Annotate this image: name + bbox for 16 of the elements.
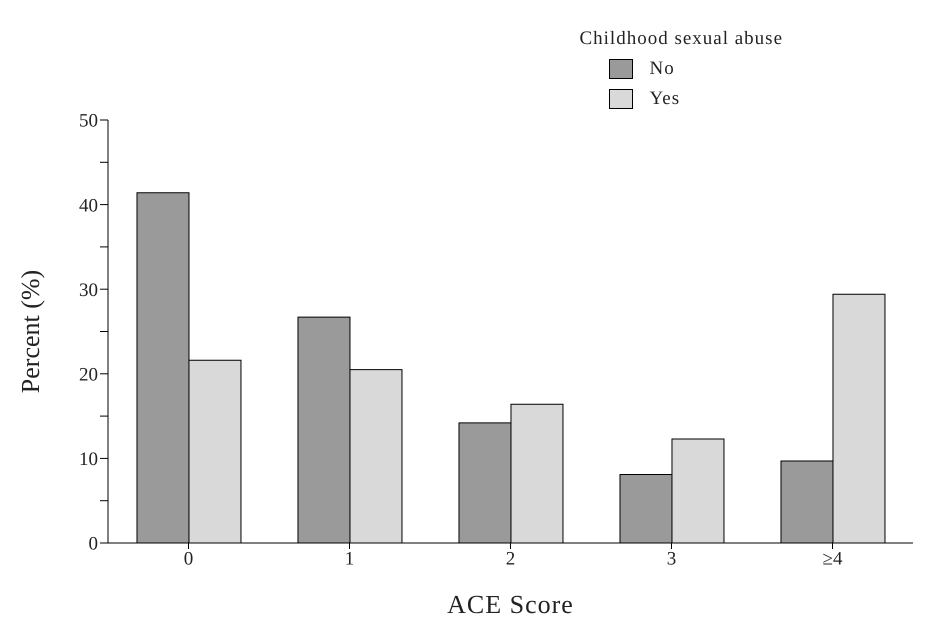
legend-label: No [649, 58, 675, 80]
x-tick-label: ≥4 [822, 548, 843, 570]
y-tick-label: 40 [79, 195, 98, 216]
x-tick-label: 0 [184, 548, 194, 570]
y-tick-label: 20 [79, 364, 98, 386]
legend-title: Childhood sexual abuse [579, 28, 783, 50]
x-tick-label: 2 [506, 548, 516, 570]
x-axis-title: ACE Score [447, 590, 574, 619]
y-axis-title: Percent (%) [16, 270, 46, 394]
x-tick-label: 1 [344, 548, 354, 570]
y-tick-label: 0 [88, 534, 98, 555]
y-tick-label: 50 [79, 110, 98, 132]
legend-label: Yes [649, 88, 680, 110]
x-tick-label: 3 [666, 548, 676, 570]
y-tick-label: 10 [79, 449, 98, 470]
y-tick-label: 30 [79, 280, 98, 301]
